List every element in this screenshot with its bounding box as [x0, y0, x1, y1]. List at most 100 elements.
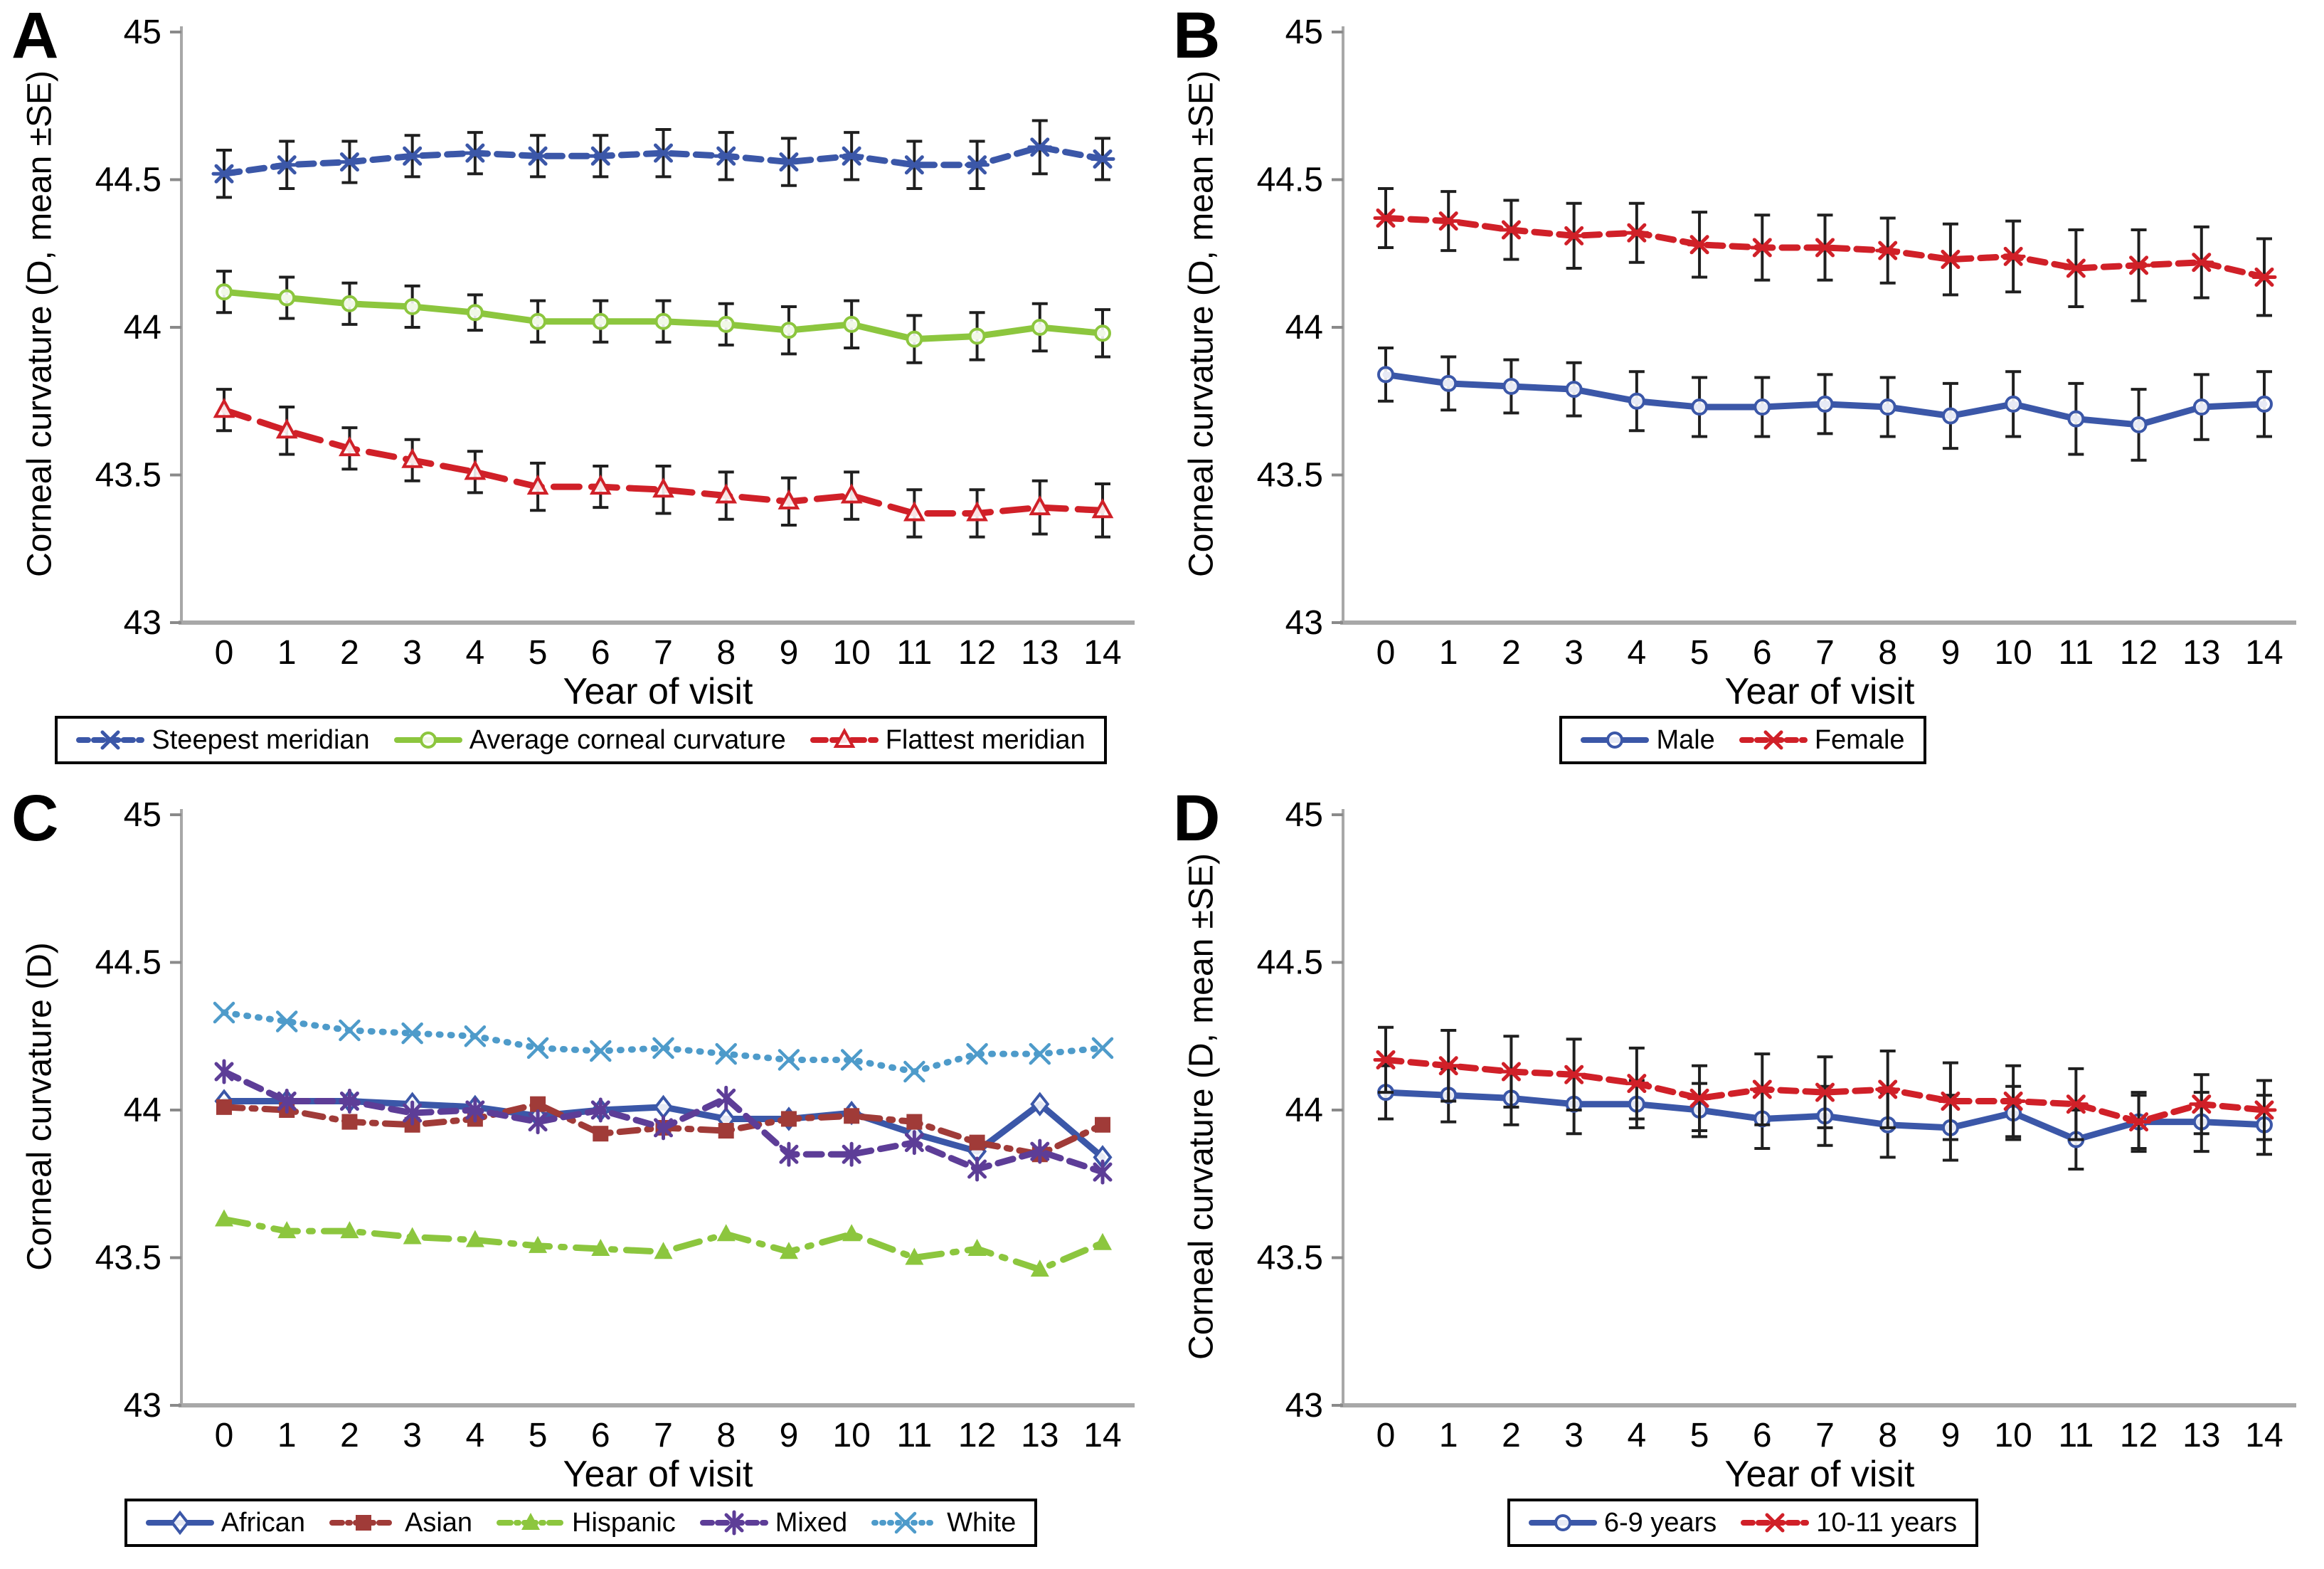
panel-b: B Corneal curvature (D, mean ±SE) 45 44.5… [1162, 0, 2324, 783]
marker-circle [1440, 374, 1458, 392]
legend-item-african: African [145, 1507, 305, 1538]
marker-square [530, 1096, 546, 1112]
series-steepest-meridian [211, 119, 1115, 199]
x-tick-label: 10 [832, 1417, 870, 1448]
marker-triangle [1093, 1232, 1112, 1250]
marker-triangle [215, 1209, 233, 1227]
marker-triangle-open [275, 418, 298, 439]
x-tick-label: 3 [1564, 1417, 1583, 1448]
x-tick-label: 8 [716, 634, 736, 665]
x-tick-label: 10 [832, 634, 870, 665]
marker-x [778, 1049, 800, 1071]
marker-square [355, 1515, 371, 1531]
x-tick-label: 0 [1376, 1417, 1396, 1448]
marker-asterisk-h [2189, 1094, 2214, 1114]
marker-triangle-open [401, 448, 424, 468]
y-tick-label: 43 [124, 604, 161, 642]
marker-triangle [842, 1224, 861, 1242]
y-tick-label: 44.5 [95, 162, 161, 199]
x-tick-label: 9 [1941, 1417, 1960, 1448]
marker-triangle-open [339, 435, 361, 457]
marker-asterisk-v [214, 1059, 234, 1084]
y-tick-label: 43 [1285, 604, 1323, 642]
marker-asterisk-v [967, 1156, 987, 1182]
x-tick-label: 11 [2058, 1417, 2094, 1448]
series-female [1373, 186, 2277, 317]
marker-triangle [529, 1235, 548, 1253]
legend-item-steepest-meridian: Steepest meridian [76, 724, 370, 756]
marker-asterisk-v [590, 1097, 610, 1123]
x-tick-label: 6 [1753, 634, 1772, 665]
legend-item-hispanic: Hispanic [497, 1507, 676, 1538]
marker-circle [2130, 416, 2148, 433]
marker-circle [2256, 395, 2273, 413]
x-tick-label: 14 [2245, 634, 2283, 665]
marker-triangle-open [652, 477, 674, 498]
x-axis-title: Year of visit [1724, 671, 1915, 712]
marker-asterisk-h [1561, 226, 1587, 245]
legend-item-flattest-meridian: Flattest meridian [810, 724, 1086, 756]
series-male [1377, 347, 2273, 462]
marker-triangle [1030, 1259, 1049, 1277]
legend-swatch [1528, 1514, 1597, 1531]
marker-asterisk-h [2126, 1112, 2152, 1132]
marker-triangle [277, 1221, 297, 1239]
x-tick-label: 0 [1376, 634, 1396, 665]
marker-asterisk-h [211, 164, 237, 184]
legend-swatch [1581, 731, 1650, 749]
marker-asterisk-h [588, 146, 613, 166]
series-mixed [214, 1059, 1113, 1185]
legend-label: 6-9 years [1603, 1507, 1717, 1538]
marker-asterisk-h [1027, 137, 1053, 157]
panel-letter: A [11, 0, 59, 72]
x-tick-label: 0 [215, 1417, 234, 1448]
marker-asterisk-v [654, 1115, 673, 1141]
marker-x [894, 1511, 917, 1534]
marker-circle [216, 283, 233, 301]
x-tick-label: 14 [1083, 634, 1121, 665]
x-tick-label: 10 [1994, 634, 2032, 665]
marker-triangle [967, 1239, 987, 1257]
y-tick-label: 45 [124, 14, 161, 51]
marker-asterisk-h [2063, 1094, 2089, 1114]
marker-triangle [465, 1230, 484, 1247]
x-tick-label: 13 [1021, 634, 1058, 665]
panel-d: D Corneal curvature (D, mean ±SE) 45 44.5… [1162, 783, 2324, 1569]
marker-asterisk-h [1875, 241, 1901, 260]
y-tick-label: 44.5 [1257, 944, 1323, 982]
marker-triangle [716, 1224, 736, 1242]
panel-letter: D [1173, 782, 1221, 855]
x-tick-label: 1 [277, 1417, 297, 1448]
marker-square [906, 1114, 923, 1130]
marker-x [715, 1042, 737, 1065]
marker-asterisk-h [1436, 211, 1461, 231]
legend-item-male: Male [1581, 724, 1715, 756]
marker-triangle-open [1029, 495, 1051, 516]
legend-swatch [76, 730, 145, 750]
x-tick-label: 10 [1994, 1417, 2032, 1448]
y-tick-label: 43 [1285, 1387, 1323, 1425]
y-tick-label: 44 [1285, 309, 1323, 347]
x-tick-label: 13 [1021, 1417, 1058, 1448]
legend-swatch [329, 1515, 398, 1531]
x-axis-title: Year of visit [1724, 1454, 1915, 1495]
x-tick-label: 5 [1690, 634, 1709, 665]
y-tick-label: 43.5 [95, 457, 161, 495]
x-tick-label: 9 [780, 634, 799, 665]
legend-box: Steepest meridian Average corneal curvatu… [0, 716, 1162, 764]
marker-x [652, 1037, 674, 1060]
marker-asterisk-v [1030, 1139, 1050, 1164]
marker-asterisk-h [901, 155, 927, 175]
legend-label: 10-11 years [1816, 1507, 1958, 1538]
legend-label: Hispanic [572, 1507, 676, 1538]
marker-asterisk-h [1938, 250, 1963, 270]
x-tick-label: 8 [1878, 1417, 1897, 1448]
x-tick-label: 9 [780, 1417, 799, 1448]
x-tick-label: 12 [2120, 634, 2158, 665]
marker-asterisk-h [1687, 1088, 1712, 1108]
marker-diamond-open [653, 1094, 674, 1120]
x-tick-label: 2 [340, 634, 359, 665]
x-tick-label: 14 [1083, 1417, 1121, 1448]
x-tick-label: 2 [340, 1417, 359, 1448]
